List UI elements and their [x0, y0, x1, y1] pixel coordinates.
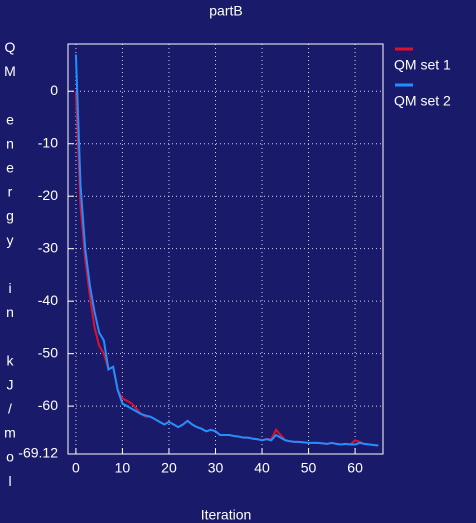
y-tick-label: -40 — [38, 292, 58, 308]
x-tick-label: 10 — [115, 460, 131, 476]
x-tick-label: 0 — [72, 460, 80, 476]
legend-label: QM set 2 — [394, 93, 451, 109]
x-tick-label: 30 — [208, 460, 224, 476]
y-tick-label: 0 — [50, 82, 58, 98]
chart-title: partB — [209, 3, 242, 19]
x-tick-label: 40 — [254, 460, 270, 476]
legend-label: QM set 1 — [394, 57, 451, 73]
x-tick-label: 50 — [301, 460, 317, 476]
y-tick-label: -69.12 — [18, 445, 58, 461]
x-tick-label: 60 — [347, 460, 363, 476]
y-tick-label: -50 — [38, 344, 58, 360]
x-tick-label: 20 — [161, 460, 177, 476]
y-tick-label: -10 — [38, 134, 58, 150]
x-axis-label: Iteration — [201, 507, 252, 523]
data-line — [74, 54, 379, 447]
y-tick-label: -30 — [38, 239, 58, 255]
y-tick-label: -60 — [38, 397, 58, 413]
y-tick-label: -20 — [38, 187, 58, 203]
